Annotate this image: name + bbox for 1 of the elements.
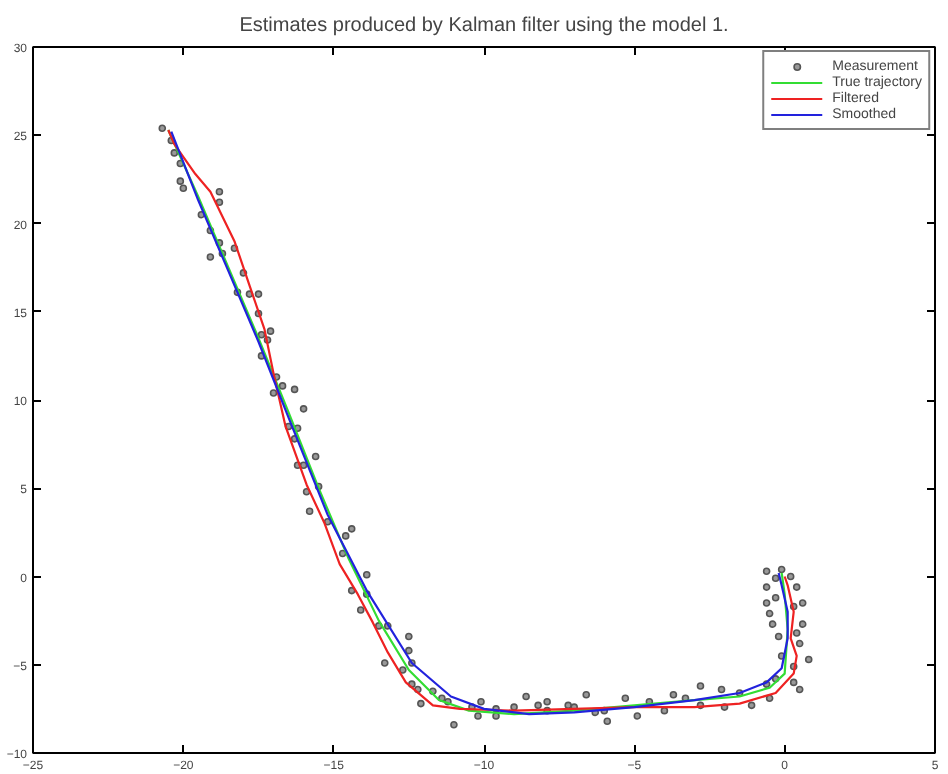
chart-title: Estimates produced by Kalman filter using the model 1. <box>239 15 729 37</box>
